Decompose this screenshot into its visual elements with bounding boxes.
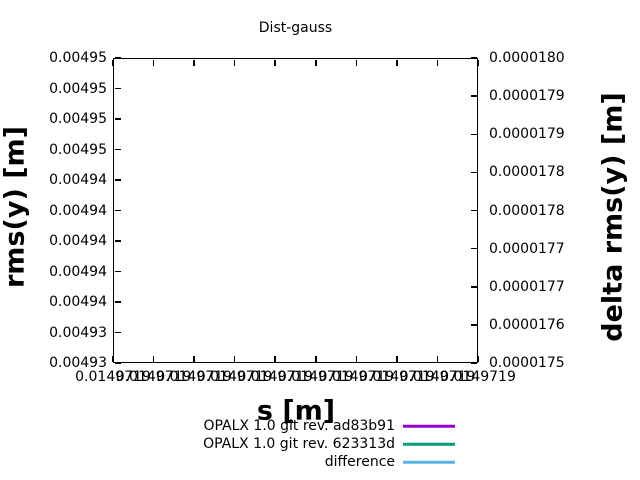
y2-tick-label: 0.0000180 bbox=[489, 50, 565, 66]
x-tick-mark-top bbox=[355, 59, 358, 66]
y-tick-label: 0.00493 bbox=[49, 355, 107, 371]
x-tick-mark-top bbox=[396, 59, 398, 66]
legend-entry-label: OPALX 1.0 git rev. 623313d bbox=[203, 436, 395, 452]
y2-tick-label: 0.0000179 bbox=[489, 88, 565, 105]
x-tick-mark bbox=[193, 355, 195, 362]
y2-tick-mark bbox=[470, 95, 477, 97]
y-tick-mark bbox=[114, 301, 121, 303]
x-tick-label: 0.0149719 bbox=[237, 369, 314, 385]
x-tick-label: 0.0149719 bbox=[156, 369, 232, 385]
plot-area bbox=[113, 58, 478, 363]
x-tick-label: 0.0149719 bbox=[359, 369, 435, 385]
x-tick-mark-top bbox=[152, 59, 155, 66]
x-tick-mark bbox=[355, 355, 358, 362]
y-tick-mark bbox=[114, 270, 121, 273]
y-tick-mark bbox=[114, 362, 121, 364]
x-tick-label: 0.0149719 bbox=[440, 369, 516, 385]
x-tick-mark-top bbox=[193, 59, 195, 66]
y-tick-mark bbox=[114, 87, 121, 90]
x-axis-label: s [m] bbox=[256, 395, 336, 427]
y-tick-mark bbox=[114, 240, 121, 242]
y2-tick-mark bbox=[470, 133, 477, 135]
legend-line-sample bbox=[403, 424, 455, 428]
x-tick-mark bbox=[152, 355, 155, 362]
legend-entry-label: OPALX 1.0 git rev. ad83b91 bbox=[203, 418, 395, 434]
x-tick-mark bbox=[274, 355, 276, 362]
y2-tick-label: 0.0000177 bbox=[489, 240, 565, 257]
legend-line-sample bbox=[403, 442, 455, 446]
y2-tick-mark bbox=[470, 362, 477, 364]
y2-tick-label: 0.0000177 bbox=[489, 278, 565, 295]
y-tick-label: 0.00494 bbox=[49, 172, 107, 188]
y-tick-mark bbox=[114, 118, 121, 120]
x-tick-mark bbox=[396, 355, 398, 362]
y2-tick-mark bbox=[470, 324, 477, 326]
x-tick-mark-top bbox=[274, 59, 276, 66]
y-tick-mark bbox=[114, 331, 121, 334]
y-tick-label: 0.00495 bbox=[49, 111, 107, 127]
y-tick-mark bbox=[114, 148, 121, 151]
legend-entry-label: difference bbox=[324, 454, 395, 470]
x-tick-label: 0.0149719 bbox=[196, 369, 273, 385]
y-tick-label: 0.00494 bbox=[49, 263, 107, 280]
y-tick-label: 0.00495 bbox=[49, 50, 107, 66]
x-tick-mark-top bbox=[477, 59, 479, 66]
y2-axis-label: delta rms(y) [m] bbox=[597, 92, 629, 342]
y-tick-mark bbox=[114, 57, 121, 59]
x-tick-label: 0.0149719 bbox=[318, 369, 395, 385]
x-tick-mark bbox=[233, 355, 236, 362]
x-tick-mark bbox=[112, 355, 114, 362]
x-tick-mark-top bbox=[315, 59, 317, 66]
y-tick-label: 0.00494 bbox=[49, 202, 107, 219]
y-axis-label: rms(y) [m] bbox=[0, 125, 31, 289]
y2-tick-mark bbox=[470, 286, 477, 288]
x-tick-mark bbox=[477, 355, 479, 362]
y-tick-label: 0.00494 bbox=[49, 233, 107, 249]
x-tick-mark-top bbox=[112, 59, 114, 66]
y2-tick-mark bbox=[470, 57, 477, 59]
y-tick-label: 0.00494 bbox=[49, 294, 107, 310]
y-tick-label: 0.00495 bbox=[49, 80, 107, 97]
y2-tick-mark bbox=[470, 247, 477, 250]
y2-tick-label: 0.0000176 bbox=[489, 316, 565, 333]
y-tick-mark bbox=[114, 179, 121, 181]
y2-tick-label: 0.0000179 bbox=[489, 126, 565, 143]
y2-tick-label: 0.0000178 bbox=[489, 202, 565, 219]
y2-tick-mark bbox=[470, 209, 477, 212]
x-tick-mark-top bbox=[233, 59, 236, 66]
x-tick-mark bbox=[315, 355, 317, 362]
chart-title: Dist-gauss bbox=[258, 20, 333, 36]
y-tick-mark bbox=[114, 209, 121, 212]
x-tick-label: 0.0149719 bbox=[115, 369, 192, 385]
y2-tick-label: 0.0000178 bbox=[489, 164, 565, 181]
x-tick-mark-top bbox=[436, 59, 439, 66]
x-tick-label: 0.0149719 bbox=[399, 369, 476, 385]
y-tick-label: 0.00495 bbox=[49, 141, 107, 158]
x-tick-label: 0.0149719 bbox=[277, 369, 354, 385]
x-tick-label: 0.0149719 bbox=[75, 369, 151, 385]
x-tick-mark bbox=[436, 355, 439, 362]
y-tick-label: 0.00493 bbox=[49, 324, 107, 341]
y2-tick-mark bbox=[470, 171, 477, 174]
legend-line-sample bbox=[403, 460, 455, 464]
y2-tick-label: 0.0000175 bbox=[489, 355, 565, 371]
